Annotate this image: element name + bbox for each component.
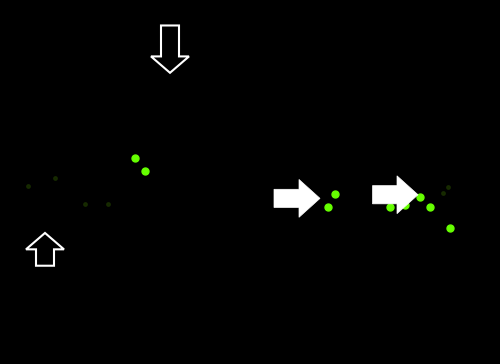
Polygon shape [372, 176, 418, 214]
Polygon shape [274, 179, 320, 217]
